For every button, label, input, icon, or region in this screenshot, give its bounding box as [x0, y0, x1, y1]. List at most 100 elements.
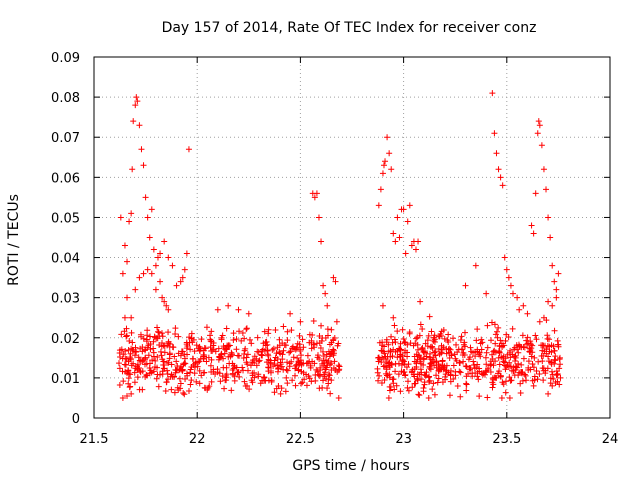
data-point: [117, 214, 124, 221]
data-point: [316, 385, 323, 392]
data-point: [467, 365, 474, 372]
data-point: [491, 321, 498, 328]
data-point: [545, 298, 552, 305]
data-point: [278, 363, 285, 370]
data-point: [494, 334, 501, 341]
data-point: [131, 379, 138, 386]
data-point: [267, 359, 274, 366]
data-point: [530, 230, 537, 237]
data-point: [140, 162, 147, 169]
x-tick-label: 22.5: [286, 432, 315, 447]
data-point: [268, 377, 275, 384]
data-point: [226, 360, 233, 367]
data-point: [379, 302, 386, 309]
data-point: [172, 366, 179, 373]
data-point: [375, 377, 382, 384]
data-point: [399, 326, 406, 333]
data-point: [535, 118, 542, 125]
data-point: [534, 130, 541, 137]
data-point: [540, 352, 547, 359]
data-point: [417, 298, 424, 305]
data-point: [400, 206, 407, 213]
data-point: [380, 162, 387, 169]
y-tick-label: 0.02: [51, 332, 80, 347]
data-point: [133, 349, 140, 356]
data-point: [426, 365, 433, 372]
data-point: [319, 348, 326, 355]
data-point: [420, 355, 427, 362]
data-point: [386, 150, 393, 157]
data-point: [317, 364, 324, 371]
data-point: [125, 380, 132, 387]
data-point: [419, 325, 426, 332]
data-point: [439, 346, 446, 353]
data-point: [517, 390, 524, 397]
data-point: [129, 166, 136, 173]
data-point: [515, 349, 522, 356]
data-point: [393, 382, 400, 389]
data-point: [427, 366, 434, 373]
data-point: [545, 353, 552, 360]
data-point: [495, 324, 502, 331]
data-point: [386, 374, 393, 381]
data-point: [313, 366, 320, 373]
data-point: [150, 338, 157, 345]
data-point: [514, 294, 521, 301]
data-point: [530, 382, 537, 389]
data-point: [545, 390, 552, 397]
data-point: [518, 361, 525, 368]
data-point: [261, 374, 268, 381]
data-point: [447, 346, 454, 353]
data-point: [249, 357, 256, 364]
data-point: [555, 341, 562, 348]
data-point: [137, 331, 144, 338]
data-point: [415, 238, 422, 245]
data-point: [378, 359, 385, 366]
data-point: [191, 370, 198, 377]
data-point: [165, 306, 172, 313]
y-axis-label: ROTI / TECUs: [6, 194, 22, 286]
data-point: [503, 266, 510, 273]
data-point: [280, 323, 287, 330]
data-point: [461, 343, 468, 350]
data-point: [132, 286, 139, 293]
data-point: [323, 375, 330, 382]
data-point: [536, 318, 543, 325]
data-point: [136, 357, 143, 364]
data-point: [384, 134, 391, 141]
data-point: [381, 343, 388, 350]
data-point: [128, 210, 135, 217]
data-points: [116, 90, 564, 401]
data-point: [212, 371, 219, 378]
y-tick-label: 0.08: [51, 91, 80, 106]
data-point: [121, 361, 128, 368]
data-point: [392, 360, 399, 367]
data-point: [246, 386, 253, 393]
data-point: [146, 234, 153, 241]
data-point: [424, 343, 431, 350]
data-point: [425, 332, 432, 339]
data-point: [298, 368, 305, 375]
data-point: [414, 334, 421, 341]
data-point: [272, 326, 279, 333]
data-point: [284, 380, 291, 387]
data-point: [491, 130, 498, 137]
data-point: [214, 306, 221, 313]
data-point: [129, 339, 136, 346]
data-point: [467, 344, 474, 351]
data-point: [460, 358, 467, 365]
data-point: [263, 338, 270, 345]
data-point: [310, 317, 317, 324]
data-point: [421, 349, 428, 356]
data-point: [404, 341, 411, 348]
data-point: [476, 365, 483, 372]
data-point: [208, 378, 215, 385]
data-point: [165, 329, 172, 336]
data-point: [509, 290, 516, 297]
data-point: [549, 262, 556, 269]
data-point: [148, 206, 155, 213]
data-point: [480, 370, 487, 377]
data-point: [433, 364, 440, 371]
data-point: [490, 381, 497, 388]
